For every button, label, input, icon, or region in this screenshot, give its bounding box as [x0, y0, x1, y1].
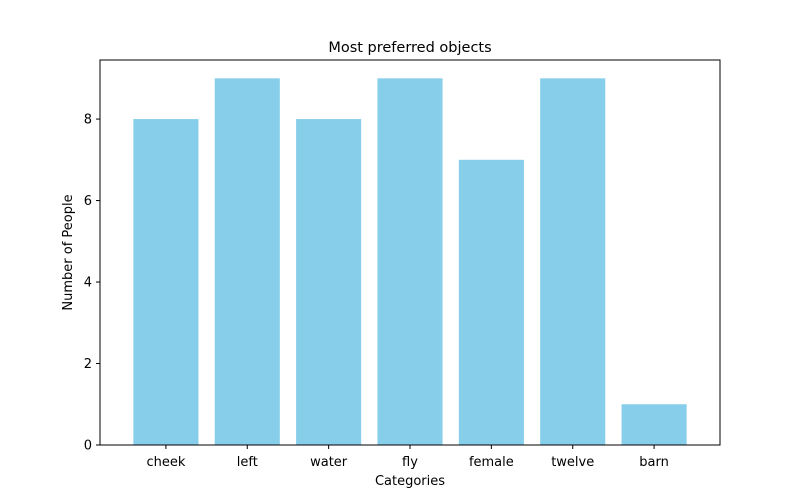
- bar-twelve: [540, 78, 606, 445]
- bar-barn: [621, 404, 687, 445]
- bar-left: [214, 78, 280, 445]
- x-tick-label: water: [310, 455, 348, 470]
- bar-cheek: [133, 119, 199, 445]
- bars-layer: [133, 78, 687, 445]
- y-tick-label: 6: [84, 194, 92, 209]
- y-tick-label: 8: [84, 113, 92, 128]
- y-tick-label: 0: [84, 439, 92, 454]
- x-tick-label: fly: [402, 455, 418, 470]
- y-ticks: 0 2 4 6 8: [84, 113, 100, 454]
- x-tick-label: cheek: [146, 455, 185, 470]
- chart-title: Most preferred objects: [328, 40, 491, 56]
- bar-fly: [377, 78, 443, 445]
- x-tick-label: twelve: [551, 455, 594, 470]
- x-tick-label: female: [469, 455, 514, 470]
- y-tick-label: 2: [84, 357, 92, 372]
- bar-female: [458, 159, 524, 445]
- y-tick-label: 4: [84, 276, 92, 291]
- x-ticks: cheek left water fly female twelve barn: [146, 445, 669, 470]
- bar-water: [296, 119, 362, 445]
- y-axis-label: Number of People: [61, 194, 76, 310]
- plot-area-frame: [99, 59, 721, 446]
- x-tick-label: left: [237, 455, 258, 470]
- x-axis-label: Categories: [375, 474, 445, 489]
- x-tick-label: barn: [639, 455, 669, 470]
